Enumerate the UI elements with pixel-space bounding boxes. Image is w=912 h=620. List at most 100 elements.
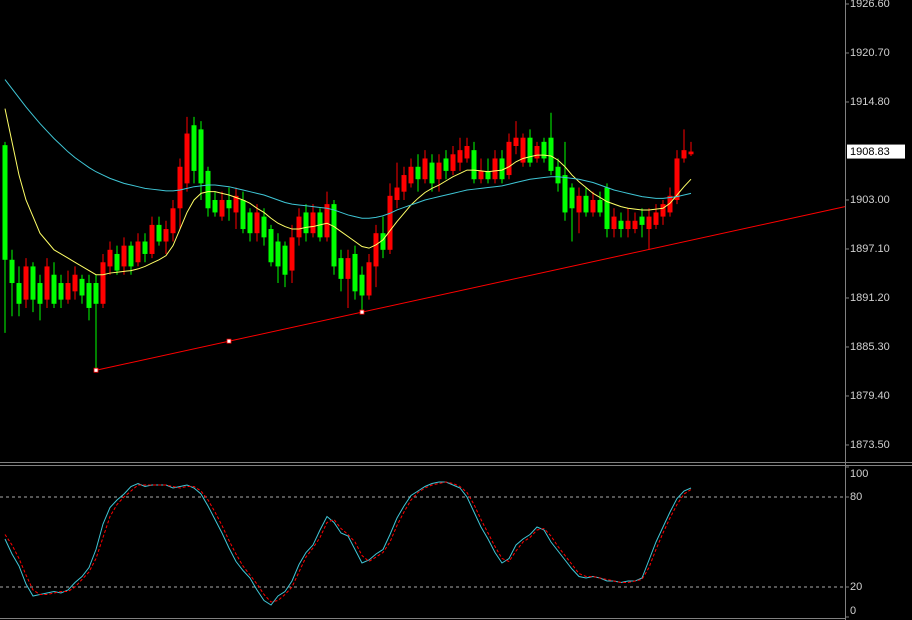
- y-tick-label: 80: [850, 491, 862, 503]
- candle-body: [51, 274, 57, 304]
- candle-body: [646, 216, 652, 230]
- candle-body: [471, 150, 477, 180]
- y-tick-label: 1879.40: [850, 390, 890, 402]
- candle-body: [58, 283, 64, 300]
- y-tick-label: 1897.10: [850, 243, 890, 255]
- y-tick-label: 1873.50: [850, 439, 890, 451]
- candle-body: [415, 166, 421, 180]
- candle-body: [548, 137, 554, 171]
- y-tick-label: 1914.80: [850, 96, 890, 108]
- candle-body: [23, 266, 29, 300]
- candle-body: [366, 262, 372, 296]
- candle-body: [373, 233, 379, 267]
- candle-body: [667, 195, 673, 213]
- candle-body: [9, 259, 15, 284]
- candle-body: [520, 137, 526, 163]
- candle-body: [604, 187, 610, 230]
- candle-body: [331, 204, 337, 267]
- y-tick-label: 1903.00: [850, 194, 890, 206]
- candle-body: [254, 212, 260, 234]
- candle-body: [282, 245, 288, 275]
- candle-body: [562, 175, 568, 213]
- current-price-box: [847, 144, 905, 159]
- candle-body: [478, 170, 484, 180]
- moving-average: [4, 79, 692, 219]
- candle-body: [625, 220, 631, 230]
- candle-body: [576, 195, 582, 213]
- candle-body: [156, 224, 162, 242]
- candle-body: [177, 166, 183, 209]
- candle-body: [618, 220, 624, 230]
- candle-body: [100, 262, 106, 304]
- candle-body: [240, 199, 246, 230]
- candle-body: [135, 241, 141, 263]
- y-tick-label: 1926.60: [850, 0, 890, 10]
- candle-body: [310, 212, 316, 234]
- candle-body: [555, 166, 561, 184]
- candle-body: [303, 212, 309, 234]
- candle-body: [408, 166, 414, 184]
- candle-body: [289, 237, 295, 271]
- candle-body: [401, 175, 407, 192]
- candle-body: [457, 150, 463, 163]
- candle-body: [226, 199, 232, 209]
- candle-body: [590, 199, 596, 213]
- candle-body: [352, 253, 358, 292]
- candle-body: [611, 216, 617, 230]
- candle-body: [233, 195, 239, 213]
- trendline-anchor: [93, 367, 99, 373]
- candle-body: [212, 199, 218, 213]
- candle-body: [464, 145, 470, 159]
- candle-body: [170, 208, 176, 234]
- candle-body: [436, 162, 442, 180]
- candle-body: [422, 158, 428, 180]
- candle-body: [93, 283, 99, 304]
- stochastic-line: [4, 481, 692, 606]
- candle-body: [632, 220, 638, 230]
- candle-body: [65, 283, 71, 300]
- candle-body: [191, 125, 197, 171]
- candle-body: [121, 245, 127, 267]
- current-price-label: 1908.83: [850, 146, 890, 158]
- candle-body: [387, 195, 393, 250]
- stochastic-line: [4, 481, 692, 603]
- candle-body: [394, 187, 400, 200]
- candle-body: [359, 274, 365, 296]
- candle-body: [429, 162, 435, 184]
- candle-body: [128, 245, 134, 267]
- candle-body: [597, 199, 603, 213]
- candle-body: [569, 187, 575, 209]
- y-tick-label: 1891.20: [850, 292, 890, 304]
- candle-body: [639, 216, 645, 225]
- candle-body: [184, 133, 190, 184]
- candle-body: [142, 241, 148, 254]
- candle-body: [541, 141, 547, 159]
- candle-body: [324, 204, 330, 238]
- candle-body: [338, 258, 344, 279]
- candle-body: [583, 195, 589, 213]
- candle-body: [443, 158, 449, 171]
- candle-body: [163, 229, 169, 242]
- candle-body: [527, 137, 533, 163]
- candle-body: [261, 216, 267, 238]
- candle-body: [485, 170, 491, 180]
- candle-body: [86, 283, 92, 308]
- candle-body: [499, 158, 505, 180]
- candle-body: [450, 154, 456, 171]
- candle-body: [268, 229, 274, 263]
- candle-body: [30, 266, 36, 300]
- candle-body: [219, 199, 225, 217]
- candle-body: [296, 216, 302, 238]
- candle-body: [37, 283, 43, 304]
- candle-body: [205, 170, 211, 209]
- candle-body: [79, 278, 85, 296]
- candle-body: [44, 266, 50, 300]
- candle-body: [198, 129, 204, 184]
- y-tick-label: 1920.70: [850, 47, 890, 59]
- y-tick-label: 1885.30: [850, 341, 890, 353]
- candle-body: [534, 145, 540, 159]
- candle-body: [653, 212, 659, 225]
- y-tick-label: 20: [850, 581, 862, 593]
